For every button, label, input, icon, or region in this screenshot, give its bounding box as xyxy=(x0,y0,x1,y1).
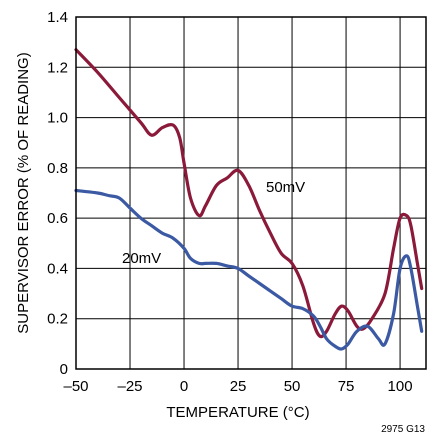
y-tick-labels: 0 0.2 0.4 0.6 0.8 1.0 1.2 1.4 xyxy=(47,9,68,378)
x-axis-label: TEMPERATURE (°C) xyxy=(166,404,309,421)
y-tick-label: 0 xyxy=(60,361,68,378)
y-tick-label: 1.2 xyxy=(47,59,68,76)
series-label-20mv: 20mV xyxy=(122,250,161,267)
y-axis-label: SUPERVISOR ERROR (% OF READING) xyxy=(15,52,32,333)
y-tick-label: 0.8 xyxy=(47,160,68,177)
y-tick-label: 0.4 xyxy=(47,260,68,277)
x-tick-label: 25 xyxy=(230,378,247,395)
figure-id: 2975 G13 xyxy=(381,424,425,435)
plot-frame xyxy=(75,16,427,370)
series-label-50mv: 50mV xyxy=(266,179,305,196)
x-tick-label: 75 xyxy=(338,378,355,395)
y-tick-label: 1.0 xyxy=(47,110,68,127)
grid xyxy=(75,16,426,370)
series-line-20mv xyxy=(74,188,424,351)
x-tick-labels: –50 –25 0 25 50 75 100 xyxy=(63,378,412,395)
y-tick-label: 1.4 xyxy=(47,9,68,26)
series-line-50mv xyxy=(74,48,424,339)
series-layer xyxy=(74,48,424,351)
x-tick-label: –25 xyxy=(117,378,142,395)
x-tick-label: –50 xyxy=(63,378,88,395)
y-tick-label: 0.2 xyxy=(47,311,68,328)
x-tick-label: 0 xyxy=(180,378,188,395)
x-tick-label: 100 xyxy=(388,378,413,395)
y-tick-label: 0.6 xyxy=(47,210,68,227)
x-tick-label: 50 xyxy=(284,378,301,395)
